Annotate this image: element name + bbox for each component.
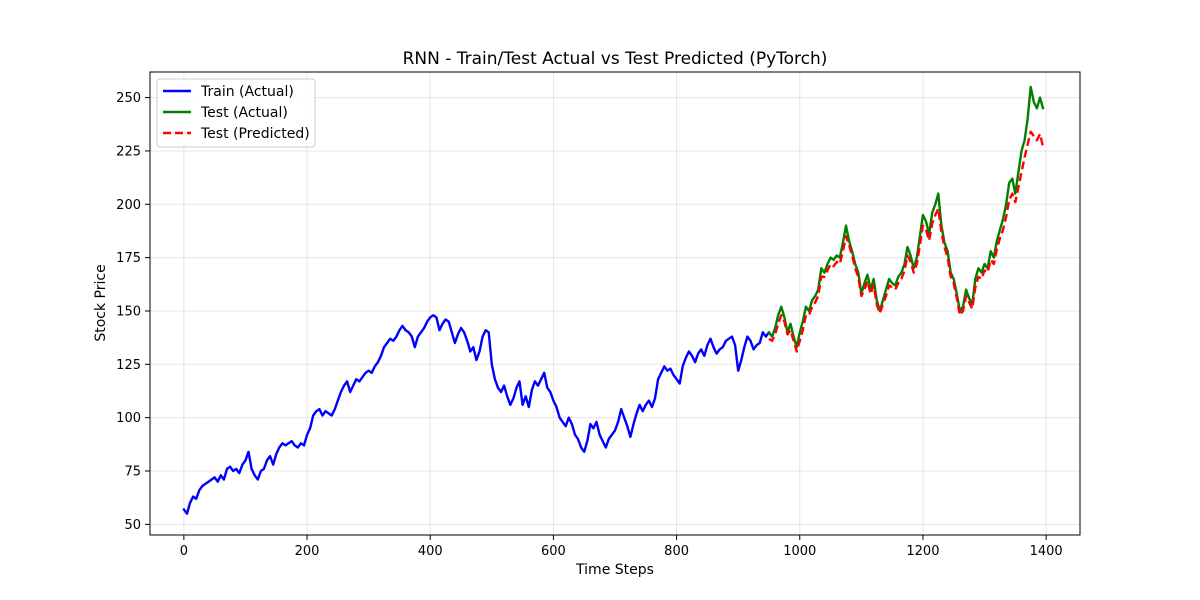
- legend-label: Test (Predicted): [200, 126, 310, 142]
- y-axis-label: Stock Price: [93, 264, 109, 341]
- x-tick-label: 400: [418, 544, 443, 559]
- x-tick-label: 800: [664, 544, 689, 559]
- legend-label: Train (Actual): [200, 84, 294, 100]
- x-tick-label: 200: [295, 544, 320, 559]
- grid: [150, 72, 1080, 535]
- y-tick-label: 100: [116, 411, 141, 426]
- legend-box: [156, 78, 316, 148]
- x-axis-label: Time Steps: [575, 562, 654, 578]
- x-tick-label: 1000: [783, 544, 816, 559]
- series-line-2: [767, 85, 1045, 349]
- x-tick-label: 1400: [1030, 544, 1063, 559]
- x-tick-label: 600: [541, 544, 566, 559]
- y-tick-label: 125: [116, 358, 141, 373]
- x-tick-label: 0: [180, 544, 188, 559]
- legend: Train (Actual) Test (Actual) Test (Predict…: [156, 78, 316, 148]
- chart-title: RNN - Train/Test Actual vs Test Predicte…: [403, 49, 828, 69]
- y-tick-label: 50: [124, 518, 141, 533]
- series-layer: [182, 85, 1045, 515]
- y-tick-label: 75: [124, 464, 141, 479]
- y-tick-label: 175: [116, 251, 141, 266]
- series-line-3: [768, 130, 1045, 353]
- x-axis: 0 200 400 600 800 1000 1200 1400: [180, 535, 1063, 559]
- legend-label: Test (Actual): [200, 105, 288, 121]
- y-tick-label: 150: [116, 304, 141, 319]
- y-axis: 50 75 100 125 150 175 200 225 250: [116, 91, 150, 533]
- y-tick-label: 250: [116, 91, 141, 106]
- plot-frame: [149, 71, 1081, 536]
- x-tick-label: 1200: [906, 544, 939, 559]
- y-tick-label: 225: [116, 144, 141, 159]
- series-line-1: [182, 314, 771, 515]
- y-tick-label: 200: [116, 198, 141, 213]
